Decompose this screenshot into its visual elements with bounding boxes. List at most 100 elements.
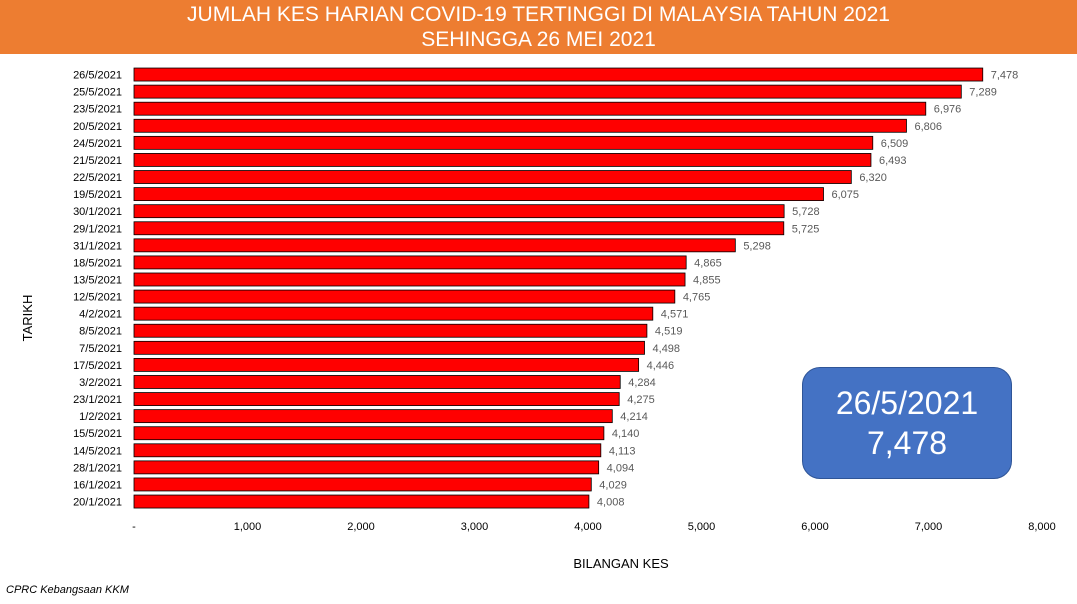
bar-7-5-2021 [133,340,645,355]
category-label: 17/5/2021 [73,360,122,372]
value-label: 5,298 [743,240,771,252]
bar-28-1-2021 [133,460,600,475]
value-label: 5,725 [792,223,820,235]
source-note: CPRC Kebangsaan KKM [6,584,129,596]
value-label: 6,806 [914,121,942,133]
value-label: 4,094 [607,462,635,474]
category-label: 7/5/2021 [79,343,122,355]
value-label: 4,113 [609,445,636,457]
category-label: 29/1/2021 [73,223,122,235]
bar-31-1-2021 [133,238,736,253]
value-label: 4,765 [683,292,711,304]
x-tick-label: 6,000 [801,521,829,533]
category-label: 31/1/2021 [73,240,122,252]
category-label: 8/5/2021 [79,326,122,338]
x-tick-label: 1,000 [234,521,262,533]
value-label: 4,865 [694,257,722,269]
bar-3-2-2021 [133,375,621,389]
bar-8-5-2021 [133,323,648,338]
category-labels-group: 26/5/2021 25/5/2021 23/5/2021 20/5/2021 24/5… [73,70,122,509]
y-axis-label: TARIKH [20,295,35,342]
bar-13-5-2021 [133,272,686,287]
bar-26-5-2021 [133,67,984,82]
value-label: 4,446 [647,360,675,372]
category-label: 13/5/2021 [73,275,122,287]
category-label: 18/5/2021 [73,257,122,269]
bar-30-1-2021 [133,204,785,219]
value-label: 4,519 [655,326,683,338]
category-label: 16/1/2021 [73,479,122,491]
value-label: 5,728 [792,206,820,218]
x-tick-label: 8,000 [1028,521,1056,533]
x-tick-label: 7,000 [915,521,943,533]
category-label: 15/5/2021 [73,428,122,440]
bar-14-5-2021 [133,443,602,458]
value-label: 4,275 [627,394,655,406]
value-label: 4,029 [599,479,627,491]
bar-20-5-2021 [133,118,907,133]
category-label: 20/5/2021 [73,121,122,133]
value-label: 6,509 [881,138,909,150]
value-label: 6,320 [859,172,887,184]
bar-21-5-2021 [133,153,872,167]
bar-24-5-2021 [133,135,874,150]
category-label: 12/5/2021 [73,292,122,304]
bar-15-5-2021 [133,426,605,441]
category-label: 23/5/2021 [73,104,122,116]
category-label: 26/5/2021 [73,70,122,82]
bar-4-2-2021 [133,306,654,321]
bar-23-1-2021 [133,392,620,406]
category-label: 23/1/2021 [73,394,122,406]
value-label: 4,140 [612,428,640,440]
chart-title-line-1: JUMLAH KES HARIAN COVID-19 TERTINGGI DI … [187,3,890,26]
value-label: 4,498 [653,343,681,355]
value-label: 7,289 [969,87,997,99]
bar-23-5-2021 [133,101,927,116]
bars-group [133,67,984,509]
value-label: 6,493 [879,155,907,167]
value-labels-group: 7,478 7,289 6,976 6,806 6,509 6,493 6,320 6,075… [597,70,1018,509]
x-tick-labels-group: - 1,000 2,000 3,000 4,000 5,000 6,000 7,000 8,00… [132,521,1056,533]
category-label: 22/5/2021 [73,172,122,184]
category-label: 4/2/2021 [79,309,122,321]
category-label: 30/1/2021 [73,206,122,218]
value-label: 6,075 [832,189,860,201]
category-label: 20/1/2021 [73,497,122,509]
category-label: 1/2/2021 [79,411,122,423]
x-tick-label: 4,000 [574,521,602,533]
bar-29-1-2021 [133,221,785,236]
category-label: 24/5/2021 [73,138,122,150]
bar-17-5-2021 [133,357,640,372]
bar-22-5-2021 [133,170,852,184]
x-tick-label: 5,000 [688,521,716,533]
category-label: 14/5/2021 [73,445,122,457]
bar-16-1-2021 [133,477,592,492]
bar-18-5-2021 [133,255,687,270]
bar-19-5-2021 [133,187,824,202]
category-label: 28/1/2021 [73,462,122,474]
x-tick-label: 2,000 [347,521,375,533]
x-axis-label: BILANGAN KES [573,556,669,571]
value-label: 4,284 [628,377,656,389]
value-label: 4,571 [661,309,689,321]
bar-25-5-2021 [133,84,962,99]
value-label: 7,478 [991,70,1019,82]
category-label: 25/5/2021 [73,87,122,99]
category-label: 19/5/2021 [73,189,122,201]
bar-12-5-2021 [133,289,676,304]
highlight-box: 26/5/2021 7,478 [802,367,1012,479]
category-label: 21/5/2021 [73,155,122,167]
value-label: 4,855 [693,275,721,287]
x-tick-label: 3,000 [461,521,489,533]
value-label: 4,008 [597,497,625,509]
chart-title-line-2: SEHINGGA 26 MEI 2021 [421,28,656,51]
highlight-value: 7,478 [866,425,948,461]
bar-20-1-2021 [133,494,590,509]
category-label: 3/2/2021 [79,377,122,389]
bar-1-2-2021 [133,409,613,424]
highlight-date: 26/5/2021 [835,385,979,421]
value-label: 4,214 [620,411,648,423]
x-tick-label: - [132,521,136,533]
value-label: 6,976 [934,104,962,116]
